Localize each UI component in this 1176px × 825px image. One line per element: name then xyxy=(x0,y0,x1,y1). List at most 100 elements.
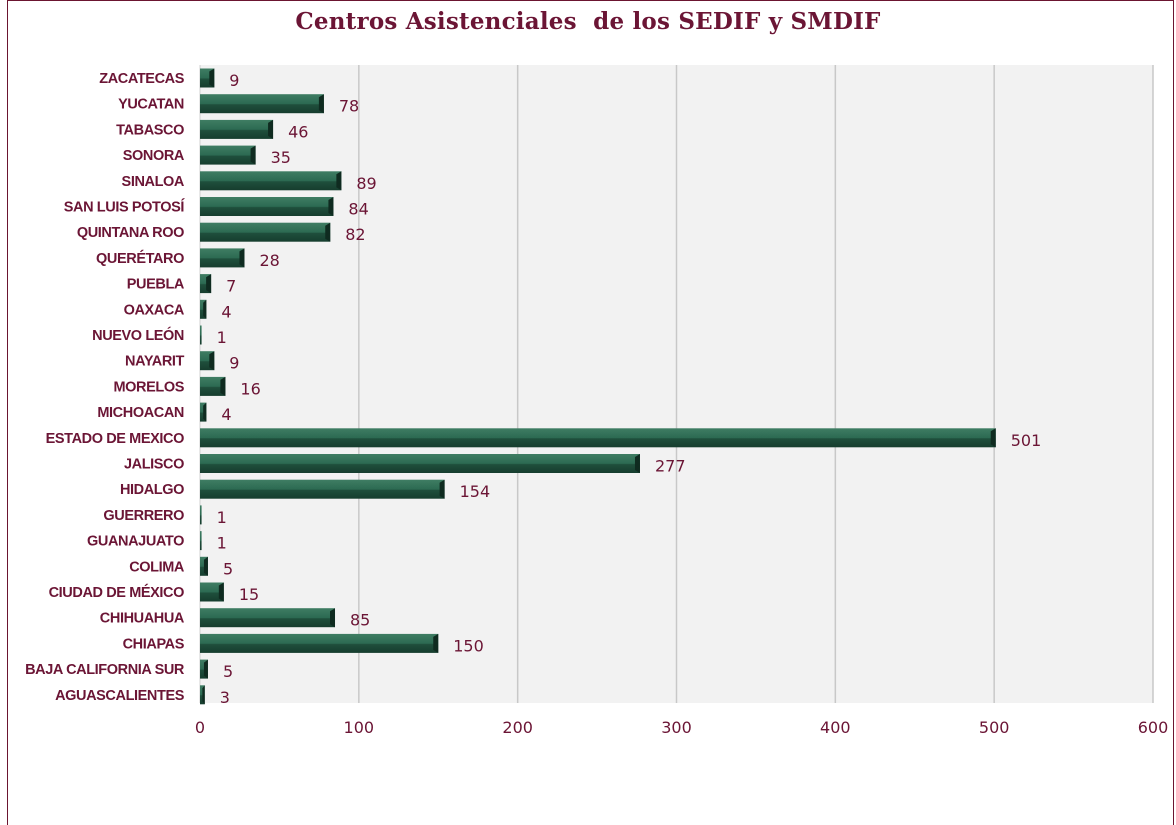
x-tick-label: 400 xyxy=(820,718,851,737)
bar xyxy=(200,454,640,473)
category-label: YUCATAN xyxy=(118,97,184,113)
category-label: GUERRERO xyxy=(103,508,184,524)
bar-bevel xyxy=(203,299,207,319)
data-label: 277 xyxy=(655,457,686,476)
category-label: TABASCO xyxy=(116,122,184,138)
bar xyxy=(200,376,226,396)
bar xyxy=(200,659,208,679)
data-label: 78 xyxy=(339,97,359,116)
x-tick-label: 600 xyxy=(1138,718,1169,737)
bar xyxy=(200,171,342,191)
bar xyxy=(200,248,245,268)
bar xyxy=(200,325,202,345)
data-label: 5 xyxy=(223,559,233,578)
data-label: 15 xyxy=(239,585,259,604)
bar-bevel xyxy=(209,68,215,88)
data-label: 1 xyxy=(217,508,227,527)
bar xyxy=(200,531,202,551)
category-label: NUEVO LEÓN xyxy=(92,326,184,344)
bar xyxy=(200,197,334,216)
category-label: GUANAJUATO xyxy=(87,534,184,550)
category-label: ZACATECAS xyxy=(99,71,184,87)
category-label: PUEBLA xyxy=(127,277,185,293)
data-label: 85 xyxy=(350,611,370,630)
category-label: SAN LUIS POTOSÍ xyxy=(64,199,186,216)
category-label: ESTADO DE MEXICO xyxy=(46,431,184,447)
category-label: COLIMA xyxy=(129,559,185,575)
category-label: CHIAPAS xyxy=(123,636,185,652)
bar-bevel xyxy=(202,685,205,705)
bar-bevel xyxy=(220,376,226,396)
bar-bevel xyxy=(203,402,207,422)
category-label: MORELOS xyxy=(113,379,184,395)
category-label: QUINTANA ROO xyxy=(77,225,184,241)
data-label: 154 xyxy=(460,482,491,501)
bar xyxy=(200,582,224,602)
data-label: 501 xyxy=(1011,431,1042,450)
data-label: 28 xyxy=(259,251,279,270)
category-label: SONORA xyxy=(123,148,185,164)
category-label: JALISCO xyxy=(124,457,184,473)
data-label: 84 xyxy=(348,200,368,219)
category-label: OAXACA xyxy=(124,302,185,318)
data-label: 35 xyxy=(271,148,291,167)
x-tick-label: 500 xyxy=(979,718,1010,737)
data-label: 1 xyxy=(217,534,227,553)
category-label: QUERÉTARO xyxy=(96,250,184,267)
data-label: 9 xyxy=(229,354,239,373)
category-label: HIDALGO xyxy=(120,482,184,498)
bar-bevel xyxy=(990,428,996,448)
data-label: 1 xyxy=(217,328,227,347)
bar xyxy=(200,274,212,294)
bar xyxy=(200,145,256,165)
bar xyxy=(200,505,202,525)
bar xyxy=(200,556,208,576)
bar-bevel xyxy=(250,145,256,165)
x-tick-label: 0 xyxy=(195,718,205,737)
bar-bevel xyxy=(325,222,331,242)
x-tick-label: 100 xyxy=(344,718,375,737)
data-label: 16 xyxy=(240,379,260,398)
category-label: NAYARIT xyxy=(125,354,185,370)
bar-bevel xyxy=(634,454,640,473)
bar-bevel xyxy=(330,608,336,628)
bar xyxy=(200,94,324,114)
bar-bevel xyxy=(318,94,324,114)
category-label: CIUDAD DE MÉXICO xyxy=(49,584,185,601)
bar xyxy=(200,633,439,653)
data-label: 89 xyxy=(356,174,376,193)
bar-bevel xyxy=(206,274,212,294)
chart-title: Centros Asistenciales de los SEDIF y SMD… xyxy=(295,8,881,35)
bar xyxy=(200,119,274,139)
bar-bevel xyxy=(336,171,342,191)
data-label: 7 xyxy=(226,277,236,296)
bar-bevel xyxy=(439,479,445,499)
x-tick-label: 300 xyxy=(661,718,692,737)
category-label: SINALOA xyxy=(122,174,185,190)
bar-bevel xyxy=(218,582,224,602)
category-label: AGUASCALIENTES xyxy=(55,688,185,704)
data-label: 5 xyxy=(223,662,233,681)
bar xyxy=(200,222,331,242)
bar-bevel xyxy=(239,248,245,268)
data-label: 4 xyxy=(221,405,231,424)
bar-bevel xyxy=(203,659,208,679)
bar-bevel xyxy=(203,556,208,576)
bar-bevel xyxy=(328,197,334,216)
bar-bevel xyxy=(268,119,274,139)
x-tick-label: 200 xyxy=(502,718,533,737)
bar-bevel xyxy=(209,351,215,371)
data-label: 46 xyxy=(288,122,308,141)
category-label: MICHOACAN xyxy=(97,405,184,421)
bar xyxy=(200,479,445,499)
bar-bevel xyxy=(433,633,439,653)
bar xyxy=(200,428,996,448)
data-label: 82 xyxy=(345,225,365,244)
data-label: 9 xyxy=(229,71,239,90)
data-label: 3 xyxy=(220,688,230,707)
category-label: BAJA CALIFORNIA SUR xyxy=(25,662,185,678)
category-label: CHIHUAHUA xyxy=(100,611,185,627)
data-label: 4 xyxy=(221,302,231,321)
bar xyxy=(200,608,336,628)
